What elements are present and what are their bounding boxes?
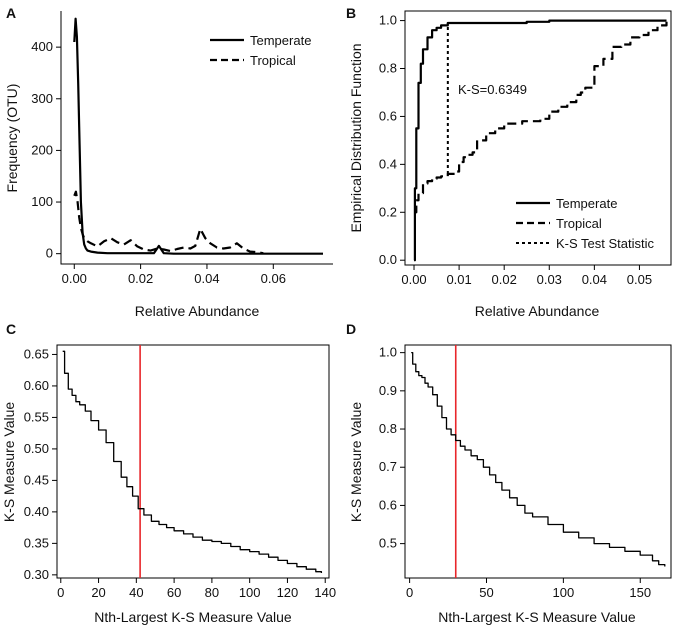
- panel-b-ticks-group: 0.00 0.01 0.02 0.03 0.04 0.05 0.0 0.2 0.4 0.6 0.8 1…: [379, 13, 652, 287]
- panel-c-ylabel: K-S Measure Value: [1, 402, 17, 523]
- panel-c-xtick-label: 80: [205, 585, 219, 600]
- panel-b-xtick-label: 0.01: [446, 272, 471, 287]
- panel-a-xtick-label: 0.00: [62, 271, 87, 286]
- panel-c: 0 20 40 60 80 100 120 140 0.30 0.35 0.40 0.45 0.50 0.…: [1, 344, 336, 625]
- panel-d-ytick-label: 0.6: [379, 497, 397, 512]
- panel-d: 0 50 100 150 0.5 0.6 0.7 0.8 0.9 1.0 Nth-Largest …: [348, 344, 672, 625]
- panel-a-ytick-label: 0: [46, 246, 53, 261]
- panel-b-frame: [404, 10, 672, 266]
- panel-d-xtick-label: 50: [479, 585, 493, 600]
- panel-d-xtick-label: 0: [406, 585, 413, 600]
- panel-c-xtick-label: 40: [129, 585, 143, 600]
- panel-d-ytick-label: 1.0: [379, 345, 397, 360]
- panel-b-legend-tropical: Tropical: [556, 216, 602, 231]
- panel-b: 0.00 0.01 0.02 0.03 0.04 0.05 0.0 0.2 0.4 0.6 0.8 1…: [348, 10, 672, 319]
- panel-b-series-tropical: [414, 20, 668, 214]
- panel-c-ytick-label: 0.50: [24, 441, 49, 456]
- panel-a-series-group: [73, 17, 323, 255]
- panel-letter-c: C: [6, 321, 16, 337]
- panel-d-ytick-label: 0.5: [379, 536, 397, 551]
- panel-c-xtick-label: 0: [57, 585, 64, 600]
- panel-b-xtick-label: 0.04: [582, 272, 607, 287]
- panel-c-xtick-label: 140: [314, 585, 336, 600]
- panel-a-xtick-label: 0.02: [128, 271, 153, 286]
- panel-letter-d: D: [346, 321, 356, 337]
- panel-a-series-tropical: [73, 190, 264, 255]
- panel-a-ytick-label: 400: [31, 39, 53, 54]
- panel-c-ticks-group: 0 20 40 60 80 100 120 140 0.30 0.35 0.40 0.45 0.50 0.…: [24, 346, 336, 600]
- panel-b-xtick-label: 0.03: [537, 272, 562, 287]
- panel-d-ylabel: K-S Measure Value: [348, 402, 364, 523]
- panel-d-xlabel: Nth-Largest K-S Measure Value: [438, 609, 636, 625]
- panel-d-xtick-label: 150: [629, 585, 651, 600]
- panel-a-legend-temperate: Temperate: [250, 33, 311, 48]
- panel-c-xtick-label: 20: [91, 585, 105, 600]
- panel-c-xtick-label: 60: [167, 585, 181, 600]
- panel-d-series-group: [411, 345, 666, 578]
- panel-a-axes: [60, 11, 333, 265]
- panel-c-ytick-label: 0.55: [24, 409, 49, 424]
- panel-b-legend: Temperate Tropical K-S Test Statistic: [516, 196, 655, 251]
- panel-b-ytick-label: 1.0: [379, 13, 397, 28]
- panel-a-legend-tropical: Tropical: [250, 53, 296, 68]
- panel-a-series-temperate: [73, 17, 323, 255]
- panel-b-series-group: [413, 19, 668, 262]
- panel-d-ytick-label: 0.9: [379, 383, 397, 398]
- panel-c-series-group: [62, 345, 323, 578]
- panel-a-ticks-group: 0.00 0.02 0.04 0.06 0 100 200 300 400: [31, 39, 286, 286]
- panel-d-ticks-group: 0 50 100 150 0.5 0.6 0.7 0.8 0.9 1.0: [379, 345, 651, 600]
- panel-c-xtick-label: 120: [277, 585, 299, 600]
- panel-a-xlabel: Relative Abundance: [135, 303, 260, 319]
- panel-d-frame: [404, 344, 672, 579]
- panel-a-legend: Temperate Tropical: [210, 33, 311, 68]
- panel-b-xtick-label: 0.02: [492, 272, 517, 287]
- panel-c-frame: [56, 344, 330, 579]
- panel-b-legend-ks: K-S Test Statistic: [556, 236, 655, 251]
- panel-d-ytick-label: 0.7: [379, 459, 397, 474]
- panel-b-series-temperate: [413, 19, 667, 262]
- panel-c-xtick-label: 100: [239, 585, 261, 600]
- panel-b-ytick-label: 0.2: [379, 204, 397, 219]
- panel-b-ylabel: Empirical Distribution Function: [348, 43, 364, 232]
- panel-letter-a: A: [6, 5, 16, 21]
- panel-b-xtick-label: 0.05: [627, 272, 652, 287]
- panel-c-xlabel: Nth-Largest K-S Measure Value: [94, 609, 292, 625]
- panel-letter-b: B: [346, 5, 356, 21]
- panel-b-ytick-label: 0.0: [379, 252, 397, 267]
- panel-a-ytick-label: 100: [31, 194, 53, 209]
- panel-a-xtick-label: 0.04: [194, 271, 219, 286]
- panel-c-series-k-s-measure: [62, 350, 323, 573]
- panel-c-ytick-label: 0.35: [24, 535, 49, 550]
- panel-b-legend-temperate: Temperate: [556, 196, 617, 211]
- panel-d-ytick-label: 0.8: [379, 421, 397, 436]
- panel-a-ylabel: Frequency (OTU): [4, 84, 20, 193]
- panel-c-ytick-label: 0.60: [24, 378, 49, 393]
- panel-d-series-k-s-measure: [411, 351, 666, 567]
- panel-d-xtick-label: 100: [553, 585, 575, 600]
- panel-b-ks-annotation: K-S=0.6349: [458, 82, 527, 97]
- panel-b-ytick-label: 0.8: [379, 61, 397, 76]
- panel-a: 0.00 0.02 0.04 0.06 0 100 200 300 400 Relative A…: [4, 11, 333, 319]
- panel-b-xlabel: Relative Abundance: [475, 303, 600, 319]
- panel-c-ytick-label: 0.45: [24, 472, 49, 487]
- panel-b-ytick-label: 0.6: [379, 108, 397, 123]
- panel-a-ytick-label: 300: [31, 91, 53, 106]
- panel-b-ytick-label: 0.4: [379, 156, 397, 171]
- panel-b-xtick-label: 0.00: [401, 272, 426, 287]
- panel-c-ytick-label: 0.40: [24, 504, 49, 519]
- panel-c-ytick-label: 0.65: [24, 346, 49, 361]
- panel-a-xtick-label: 0.06: [261, 271, 286, 286]
- panel-a-ytick-label: 200: [31, 142, 53, 157]
- panel-c-ytick-label: 0.30: [24, 567, 49, 582]
